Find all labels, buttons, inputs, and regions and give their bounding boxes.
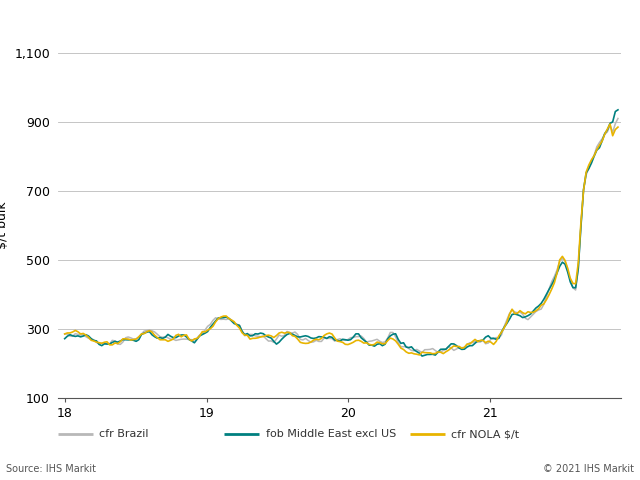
Y-axis label: $/t bulk: $/t bulk bbox=[0, 202, 9, 250]
Text: cfr NOLA $/t: cfr NOLA $/t bbox=[451, 430, 519, 439]
Text: International Urea Prices: International Urea Prices bbox=[8, 15, 262, 33]
Text: fob Middle East excl US: fob Middle East excl US bbox=[266, 430, 396, 439]
Text: cfr Brazil: cfr Brazil bbox=[99, 430, 148, 439]
Text: Source: IHS Markit: Source: IHS Markit bbox=[6, 464, 97, 474]
Text: © 2021 IHS Markit: © 2021 IHS Markit bbox=[543, 464, 634, 474]
